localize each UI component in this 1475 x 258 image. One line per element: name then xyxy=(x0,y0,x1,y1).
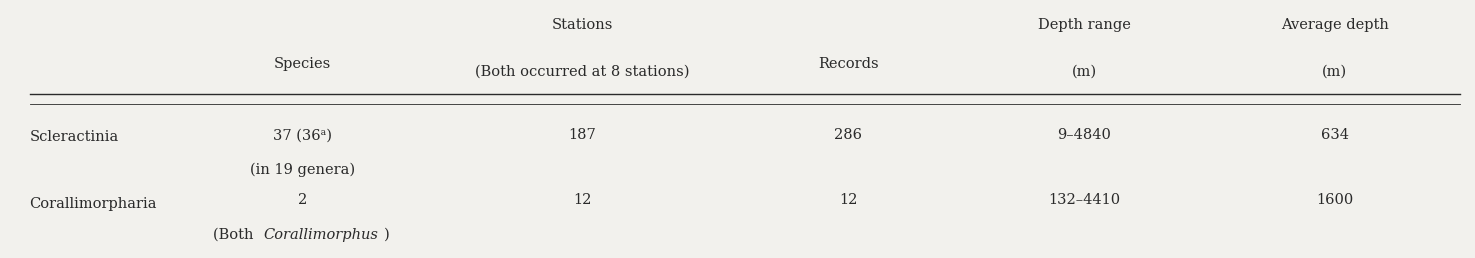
Text: 634: 634 xyxy=(1322,128,1348,142)
Text: 187: 187 xyxy=(569,128,596,142)
Text: Corallimorphus: Corallimorphus xyxy=(264,228,379,242)
Text: (m): (m) xyxy=(1322,64,1348,78)
Text: (m): (m) xyxy=(1071,64,1097,78)
Text: 132–4410: 132–4410 xyxy=(1049,193,1120,207)
Text: Stations: Stations xyxy=(552,18,614,32)
Text: 9–4840: 9–4840 xyxy=(1058,128,1111,142)
Text: 12: 12 xyxy=(839,193,857,207)
Text: Scleractinia: Scleractinia xyxy=(30,130,119,144)
Text: 286: 286 xyxy=(835,128,861,142)
Text: Average depth: Average depth xyxy=(1280,18,1389,32)
Text: 1600: 1600 xyxy=(1316,193,1354,207)
Text: Corallimorpharia: Corallimorpharia xyxy=(30,197,156,211)
Text: 2: 2 xyxy=(298,193,307,207)
Text: Depth range: Depth range xyxy=(1038,18,1130,32)
Text: (in 19 genera): (in 19 genera) xyxy=(249,163,355,178)
Text: 12: 12 xyxy=(574,193,591,207)
Text: (Both: (Both xyxy=(212,228,258,242)
Text: Species: Species xyxy=(274,57,330,71)
Text: (Both occurred at 8 stations): (Both occurred at 8 stations) xyxy=(475,64,690,78)
Text: Records: Records xyxy=(817,57,879,71)
Text: 37 (36ᵃ): 37 (36ᵃ) xyxy=(273,128,332,142)
Text: ): ) xyxy=(384,228,389,242)
